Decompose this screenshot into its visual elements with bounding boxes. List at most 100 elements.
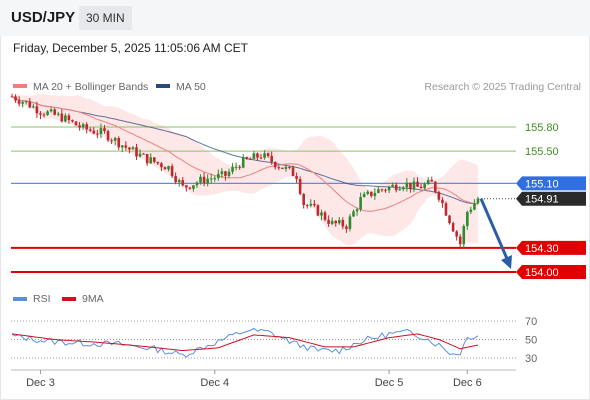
candle-body: [391, 184, 394, 187]
x-tick-label: Dec 5: [375, 377, 404, 389]
candle-body: [256, 153, 259, 158]
candle-body: [142, 153, 145, 155]
candle-body: [227, 171, 231, 176]
rsi-level-label: 70: [525, 316, 537, 328]
candle-body: [288, 166, 291, 168]
candle-body: [131, 147, 135, 150]
candle-body: [170, 166, 174, 177]
pivot-label: 155.10: [525, 178, 559, 190]
candle-body: [53, 109, 56, 115]
candle-body: [455, 231, 458, 237]
candle-body: [163, 167, 167, 170]
candle-body: [451, 223, 455, 232]
rsi-legend-swatch: [13, 297, 27, 301]
candle-body: [469, 209, 473, 212]
candle-body: [298, 178, 302, 194]
candle-body: [334, 220, 338, 224]
candle-body: [35, 106, 39, 114]
candle-body: [149, 157, 153, 164]
ma50-legend-swatch: [156, 84, 170, 88]
candle-body: [284, 166, 288, 169]
x-axis-labels: Dec 3 Dec 4 Dec 5 Dec 6: [26, 370, 482, 389]
candle-body: [405, 182, 409, 188]
candle-body: [17, 100, 21, 104]
bb-legend-label: MA 20 + Bollinger Bands: [33, 81, 148, 93]
timeframe-badge[interactable]: 30 MIN: [79, 6, 132, 30]
candle-body: [473, 203, 476, 210]
candle-body: [185, 185, 188, 188]
candle-body: [252, 153, 256, 159]
candle-body: [423, 184, 426, 189]
current-price-label: 154.91: [525, 194, 559, 206]
candle-body: [81, 124, 85, 128]
candle-body: [78, 125, 81, 128]
candle-body: [352, 211, 355, 217]
rsi-ma-legend-swatch: [62, 297, 76, 301]
candle-body: [263, 153, 266, 158]
resistance-label: 155.80: [525, 122, 559, 134]
candle-body: [281, 167, 284, 169]
pivot-tag: [516, 176, 586, 191]
candle-body: [217, 173, 220, 179]
candle-body: [188, 187, 192, 189]
candle-body: [209, 178, 213, 180]
candle-body: [21, 102, 24, 104]
candle-body: [320, 212, 323, 216]
bollinger-bands: [12, 93, 478, 246]
candle-body: [348, 216, 352, 229]
candle-body: [135, 147, 138, 157]
bollinger-band-area: [12, 93, 478, 246]
candle-body: [359, 197, 362, 210]
price-levels: [11, 126, 516, 273]
datetime-label: Friday, December 5, 2025 11:05:06 AM CET: [13, 41, 249, 55]
candle-body: [309, 203, 313, 206]
rsi-ma-legend-label: 9MA: [82, 293, 104, 305]
candle-body: [466, 211, 469, 227]
candle-body: [32, 106, 35, 108]
candle-body: [437, 191, 441, 200]
candle-body: [362, 193, 366, 198]
candle-body: [71, 120, 74, 122]
rsi-ma-line: [11, 333, 479, 352]
candle-body: [46, 111, 49, 115]
candle-body: [96, 133, 99, 135]
candle-body: [241, 157, 245, 168]
forecast-arrow-shaft: [479, 198, 510, 262]
candle-body: [202, 176, 206, 184]
candle-body: [99, 128, 103, 135]
candle-body: [366, 191, 370, 194]
x-tick-label: Dec 6: [453, 377, 482, 389]
candle-body: [398, 189, 402, 191]
candle-body: [14, 96, 17, 101]
candle-body: [177, 180, 181, 183]
candle-body: [106, 131, 110, 141]
candle-body: [192, 185, 195, 189]
candle-body: [302, 193, 305, 206]
bb-legend-swatch: [13, 84, 27, 88]
candle-body: [330, 220, 334, 224]
candle-body: [448, 215, 451, 224]
candle-body: [355, 209, 359, 212]
candle-body: [238, 166, 241, 168]
candle-body: [145, 154, 149, 164]
pair-title: USD/JPY: [11, 9, 76, 26]
candle-body: [313, 203, 316, 206]
candle-body: [323, 212, 327, 220]
candle-body: [85, 124, 89, 130]
x-tick-label: Dec 3: [26, 377, 55, 389]
candle-body: [231, 166, 234, 172]
forecast-arrow: [479, 198, 512, 269]
candle-body: [369, 191, 373, 196]
candle-body: [270, 156, 273, 163]
candle-body: [128, 147, 131, 150]
support-tag: [516, 240, 586, 255]
candle-body: [167, 166, 170, 170]
candle-body: [206, 178, 209, 184]
candle-body: [245, 157, 249, 159]
candle-body: [138, 153, 142, 157]
candle-body: [327, 219, 330, 224]
candle-body: [266, 153, 270, 157]
candle-body: [419, 186, 423, 189]
candle-body: [273, 162, 277, 168]
candle-body: [305, 205, 309, 207]
